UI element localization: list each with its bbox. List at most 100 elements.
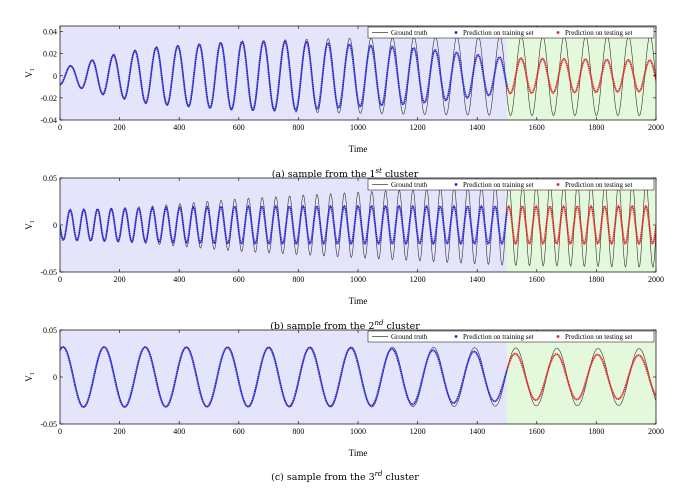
- x-tick-label: 600: [233, 123, 245, 132]
- training-region: [60, 330, 507, 424]
- y-tick-label: 0: [53, 373, 57, 382]
- testing-region: [507, 330, 656, 424]
- x-tick-label: 1600: [529, 427, 545, 436]
- training-region: [60, 26, 507, 120]
- caption-text: (a) sample from the 1: [272, 169, 376, 180]
- x-tick-label: 1200: [410, 427, 426, 436]
- caption-text: (b) sample from the 2: [270, 321, 374, 332]
- plot-area: [60, 346, 656, 408]
- y-axis-label: V1: [24, 68, 36, 78]
- y-axis-label-subscript: 1: [30, 372, 36, 375]
- ground-truth-line: [60, 182, 656, 268]
- x-tick-label: 1000: [350, 275, 366, 284]
- y-tick-label: -0.02: [40, 94, 57, 103]
- legend-box: [367, 178, 655, 191]
- legend-ground-truth-label: Ground truth: [391, 181, 428, 189]
- x-tick-label: 800: [292, 123, 304, 132]
- legend-test-swatch: [556, 183, 560, 186]
- chart-panel-2: 0 200 400 600 800 1000 1200 1400 1600 1800 2000 -0.…: [24, 174, 664, 332]
- y-tick-label: 0.05: [43, 326, 57, 335]
- legend-train-label: Prediction on training set: [463, 29, 534, 37]
- x-tick-label: 0: [58, 427, 62, 436]
- caption-end: cluster: [382, 169, 419, 180]
- y-tick-label: 0: [53, 72, 57, 81]
- y-tick-label: -0.05: [40, 420, 57, 429]
- x-tick-label: 1400: [469, 123, 485, 132]
- x-tick-label: 800: [292, 427, 304, 436]
- plot-area: [60, 35, 656, 117]
- x-tick-label: 0: [58, 123, 62, 132]
- x-tick-label: 400: [173, 123, 185, 132]
- train-prediction-series: [60, 204, 508, 245]
- chart-panel-3: 0 200 400 600 800 1000 1200 1400 1600 1800 2000 -0.…: [24, 326, 664, 483]
- y-tick-label: -0.04: [40, 116, 57, 125]
- legend-test-label: Prediction on testing set: [565, 29, 633, 37]
- y-tick-label: 0.05: [43, 174, 57, 183]
- x-tick-label: 1400: [469, 275, 485, 284]
- legend-train-label: Prediction on training set: [463, 181, 534, 189]
- train-prediction-series: [60, 40, 508, 111]
- x-tick-label: 1400: [469, 427, 485, 436]
- caption-end: cluster: [382, 472, 419, 483]
- y-axis-label-subscript: 1: [30, 68, 36, 71]
- x-tick-label: 1200: [410, 123, 426, 132]
- x-tick-label: 600: [233, 427, 245, 436]
- caption-superscript: rd: [375, 470, 383, 478]
- legend-train-swatch: [454, 31, 458, 34]
- legend: Ground truth Prediction on training set Pr…: [367, 26, 655, 39]
- y-axis-label: V1: [24, 372, 36, 382]
- x-tick-label: 1000: [350, 427, 366, 436]
- chart-panel-1: 0 200 400 600 800 1000 1200 1400 1600 1800 2000 -0.…: [24, 25, 664, 180]
- legend-train-label: Prediction on training set: [463, 333, 534, 341]
- legend-test-label: Prediction on testing set: [565, 333, 633, 341]
- legend-test-swatch: [556, 31, 560, 34]
- y-tick-label: -0.05: [40, 268, 57, 277]
- x-tick-label: 2000: [648, 275, 664, 284]
- legend: Ground truth Prediction on training set Pr…: [367, 178, 655, 191]
- y-tick-label: 0.02: [43, 50, 57, 59]
- x-tick-label: 2000: [648, 427, 664, 436]
- x-tick-label: 400: [173, 427, 185, 436]
- x-tick-label: 1000: [350, 123, 366, 132]
- test-prediction-series: [506, 352, 656, 402]
- x-tick-label: 2000: [648, 123, 664, 132]
- caption-end: cluster: [383, 321, 420, 332]
- legend-train-swatch: [454, 183, 458, 186]
- x-tick-label: 1800: [588, 427, 604, 436]
- training-region: [60, 178, 507, 272]
- y-tick-label: 0: [53, 221, 57, 230]
- y-axis-label-subscript: 1: [30, 220, 36, 223]
- test-prediction-series: [506, 204, 656, 245]
- x-tick-label: 400: [173, 275, 185, 284]
- x-axis-label: Time: [349, 448, 368, 458]
- y-axis-label: V1: [24, 220, 36, 230]
- figure-caption: (a) sample from the 1st cluster: [272, 167, 419, 180]
- x-tick-label: 600: [233, 275, 245, 284]
- caption-superscript: nd: [374, 319, 384, 327]
- x-tick-label: 200: [114, 427, 126, 436]
- x-tick-label: 1800: [588, 123, 604, 132]
- legend-box: [367, 330, 655, 343]
- legend-test-label: Prediction on testing set: [565, 181, 633, 189]
- legend-ground-truth-label: Ground truth: [391, 29, 428, 37]
- legend: Ground truth Prediction on training set Pr…: [367, 330, 655, 343]
- test-prediction-series: [506, 57, 656, 95]
- x-axis-label: Time: [349, 296, 368, 306]
- caption-text: (c) sample from the 3: [271, 472, 375, 483]
- legend-train-swatch: [454, 335, 458, 338]
- legend-test-swatch: [556, 335, 560, 338]
- x-tick-label: 200: [114, 123, 126, 132]
- x-tick-label: 1600: [529, 123, 545, 132]
- train-prediction-series: [60, 346, 508, 408]
- legend-ground-truth-label: Ground truth: [391, 333, 428, 341]
- legend-box: [367, 26, 655, 39]
- x-tick-label: 1800: [588, 275, 604, 284]
- plot-area: [60, 182, 656, 268]
- x-tick-label: 200: [114, 275, 126, 284]
- figure-caption: (b) sample from the 2nd cluster: [270, 319, 420, 332]
- caption-superscript: st: [376, 167, 383, 175]
- x-tick-label: 800: [292, 275, 304, 284]
- x-tick-label: 1600: [529, 275, 545, 284]
- x-tick-label: 0: [58, 275, 62, 284]
